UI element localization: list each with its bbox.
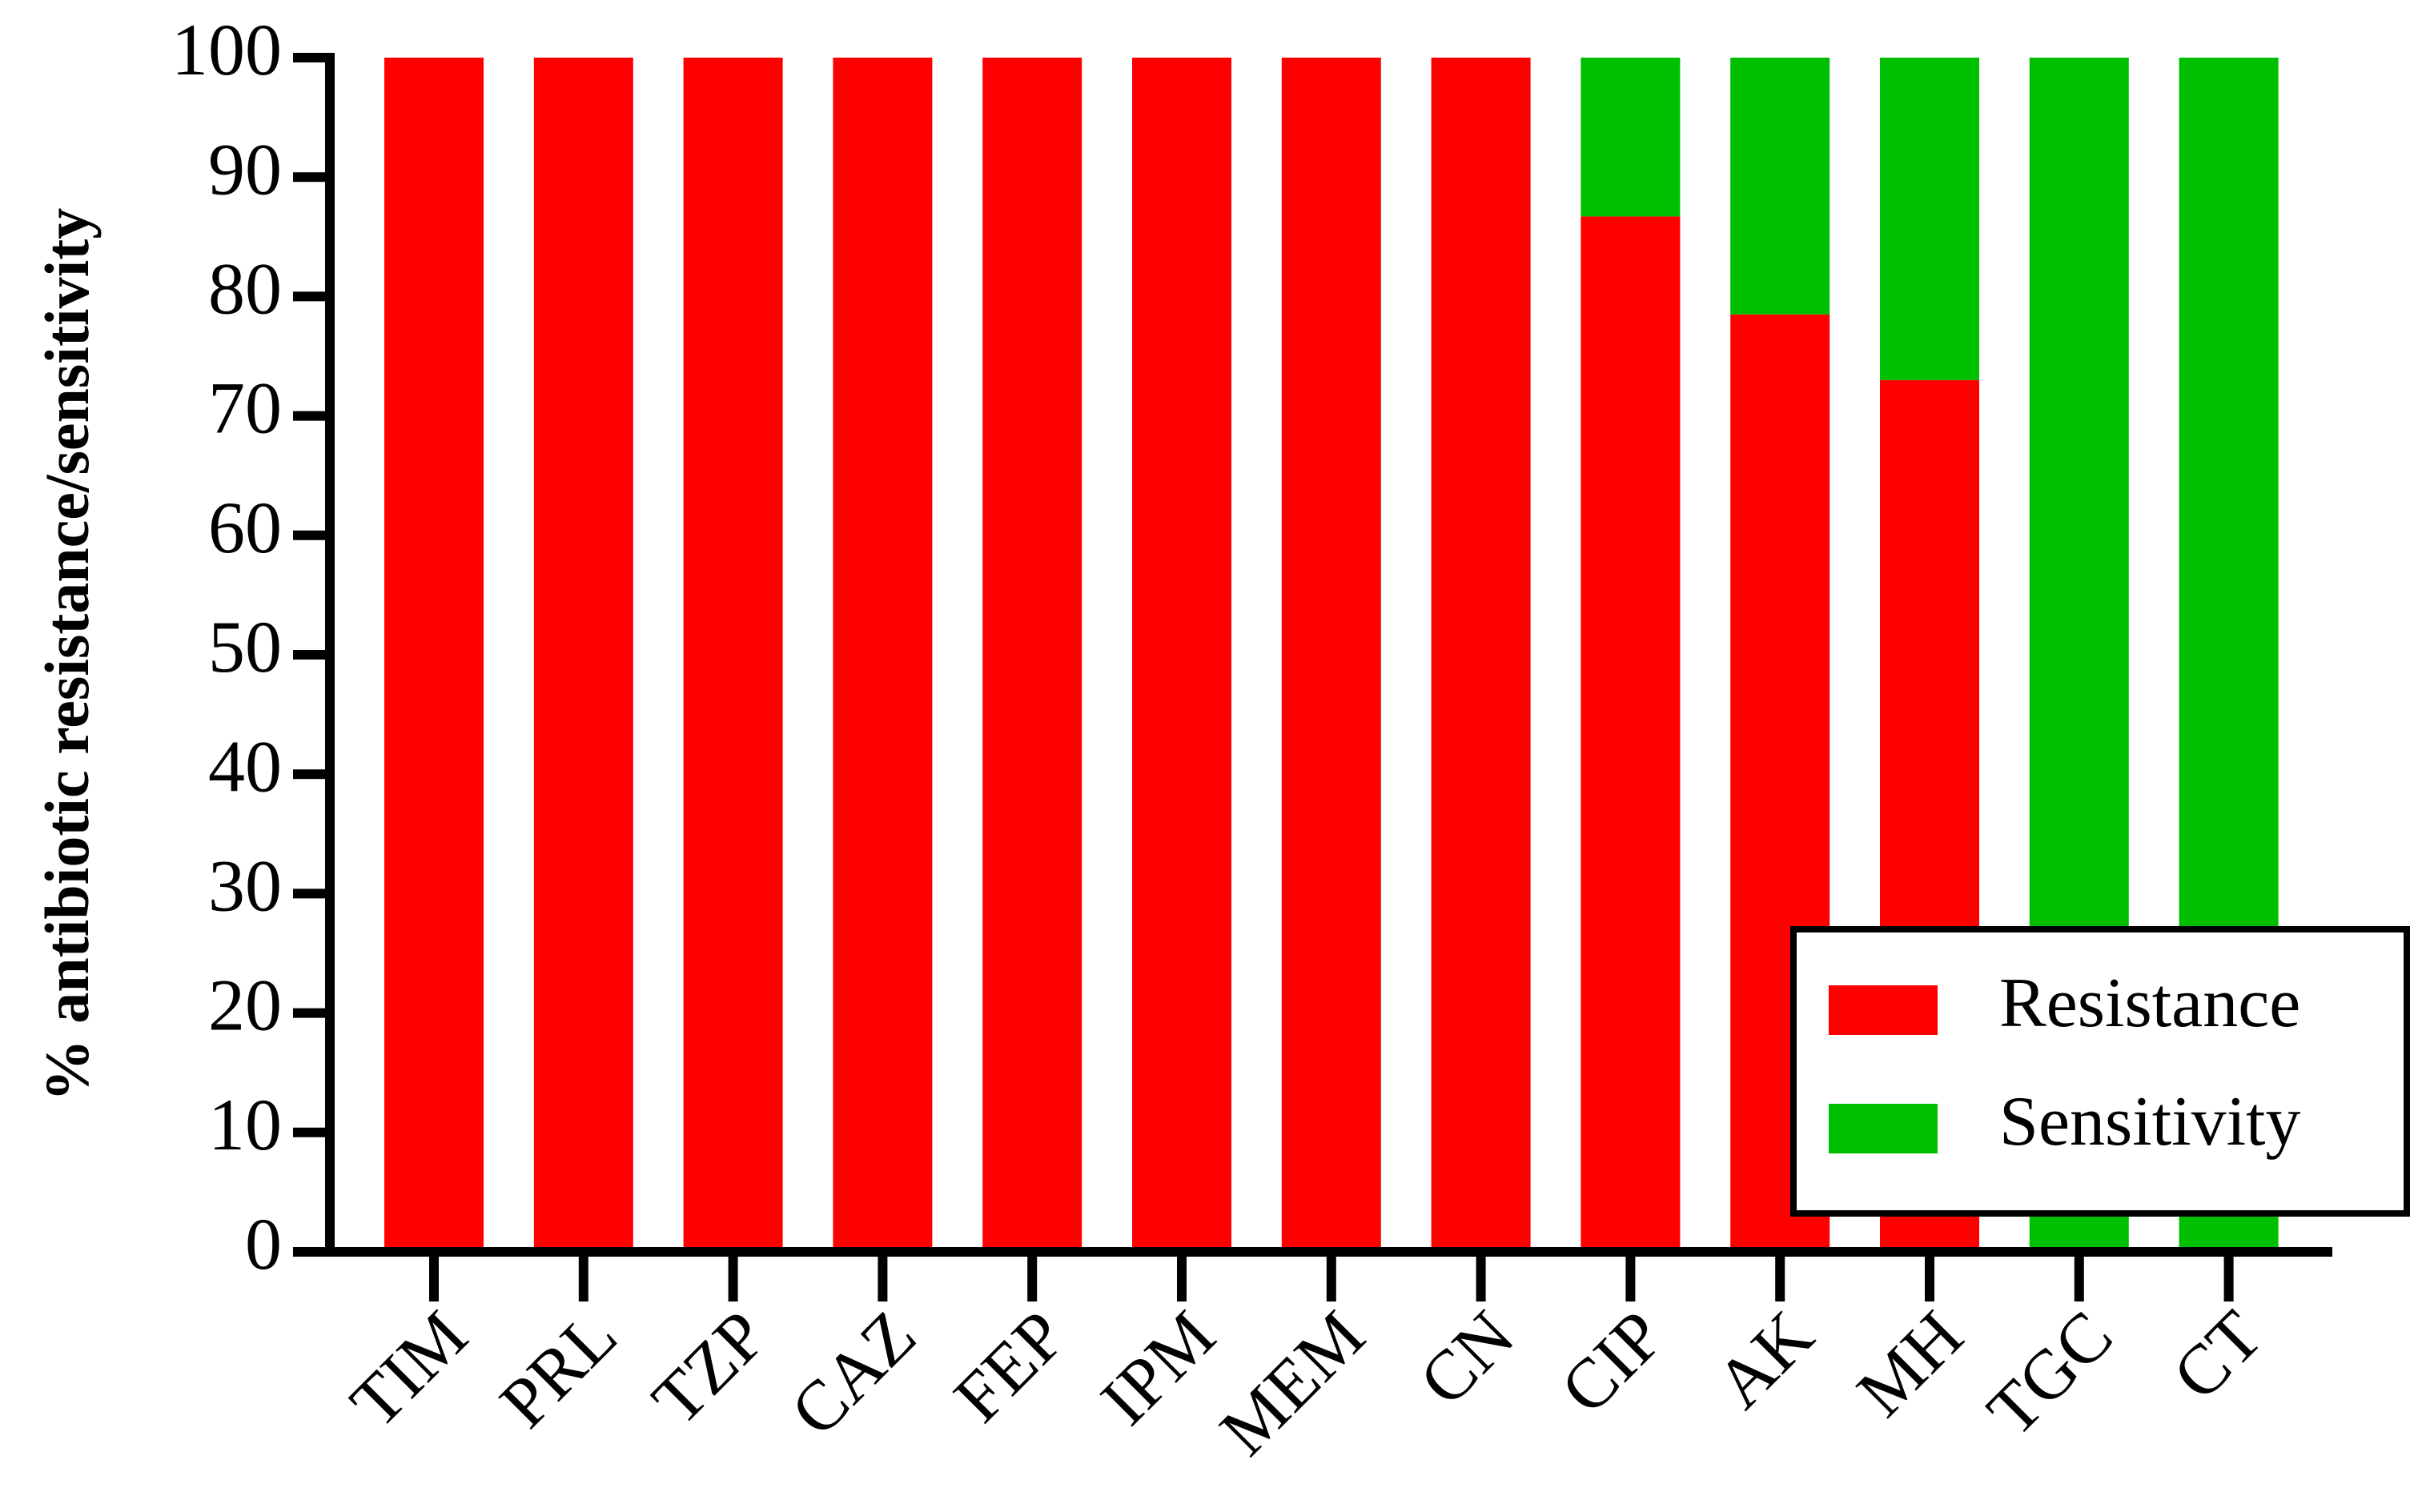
x-tick-label: CAZ [777,1297,931,1451]
x-tick-label: MEM [1206,1297,1380,1470]
x-tick-label: CT [2159,1297,2277,1415]
y-tick-label: 40 [208,725,282,807]
bar-segment [1581,58,1681,217]
y-tick-label: 10 [208,1084,282,1165]
x-tick-label: FEP [940,1297,1081,1438]
bar-segment [1132,58,1231,1252]
bar-segment [1281,58,1381,1252]
x-tick-label: PRL [486,1297,633,1443]
bar-segment [533,58,633,1252]
bar-segment [1880,58,1979,380]
y-tick-label: 0 [245,1203,282,1285]
y-tick-label: 70 [208,367,282,449]
x-tick-label: TZP [638,1297,781,1440]
legend-label: Resistance [1999,965,2300,1042]
bar-segment [982,58,1082,1252]
legend-label: Sensitivity [1999,1083,2301,1161]
bar-segment [1581,216,1681,1252]
bar-segment [683,58,783,1252]
y-tick-label: 60 [208,487,282,568]
x-tick-label: MH [1843,1297,1978,1432]
legend-swatch [1829,985,1938,1035]
y-tick-label: 90 [208,128,282,210]
y-tick-label: 100 [171,9,282,90]
bar-segment [1730,58,1830,315]
y-axis-label: % antibiotic resistance/sensitivity [32,208,102,1102]
y-tick-label: 80 [208,248,282,330]
bar-segment [833,58,933,1252]
y-tick-label: 20 [208,965,282,1046]
bar-segment [384,58,484,1252]
x-tick-label: CIP [1546,1297,1678,1429]
y-tick-label: 50 [208,606,282,688]
x-tick-label: TGC [1973,1297,2127,1451]
bar-segment [1431,58,1531,1252]
x-tick-label: TIM [336,1297,483,1443]
x-tick-label: CN [1405,1297,1529,1421]
x-tick-label: AK [1701,1297,1828,1423]
y-tick-label: 30 [208,845,282,927]
legend-swatch [1829,1104,1938,1153]
legend-box [1790,926,2410,1217]
